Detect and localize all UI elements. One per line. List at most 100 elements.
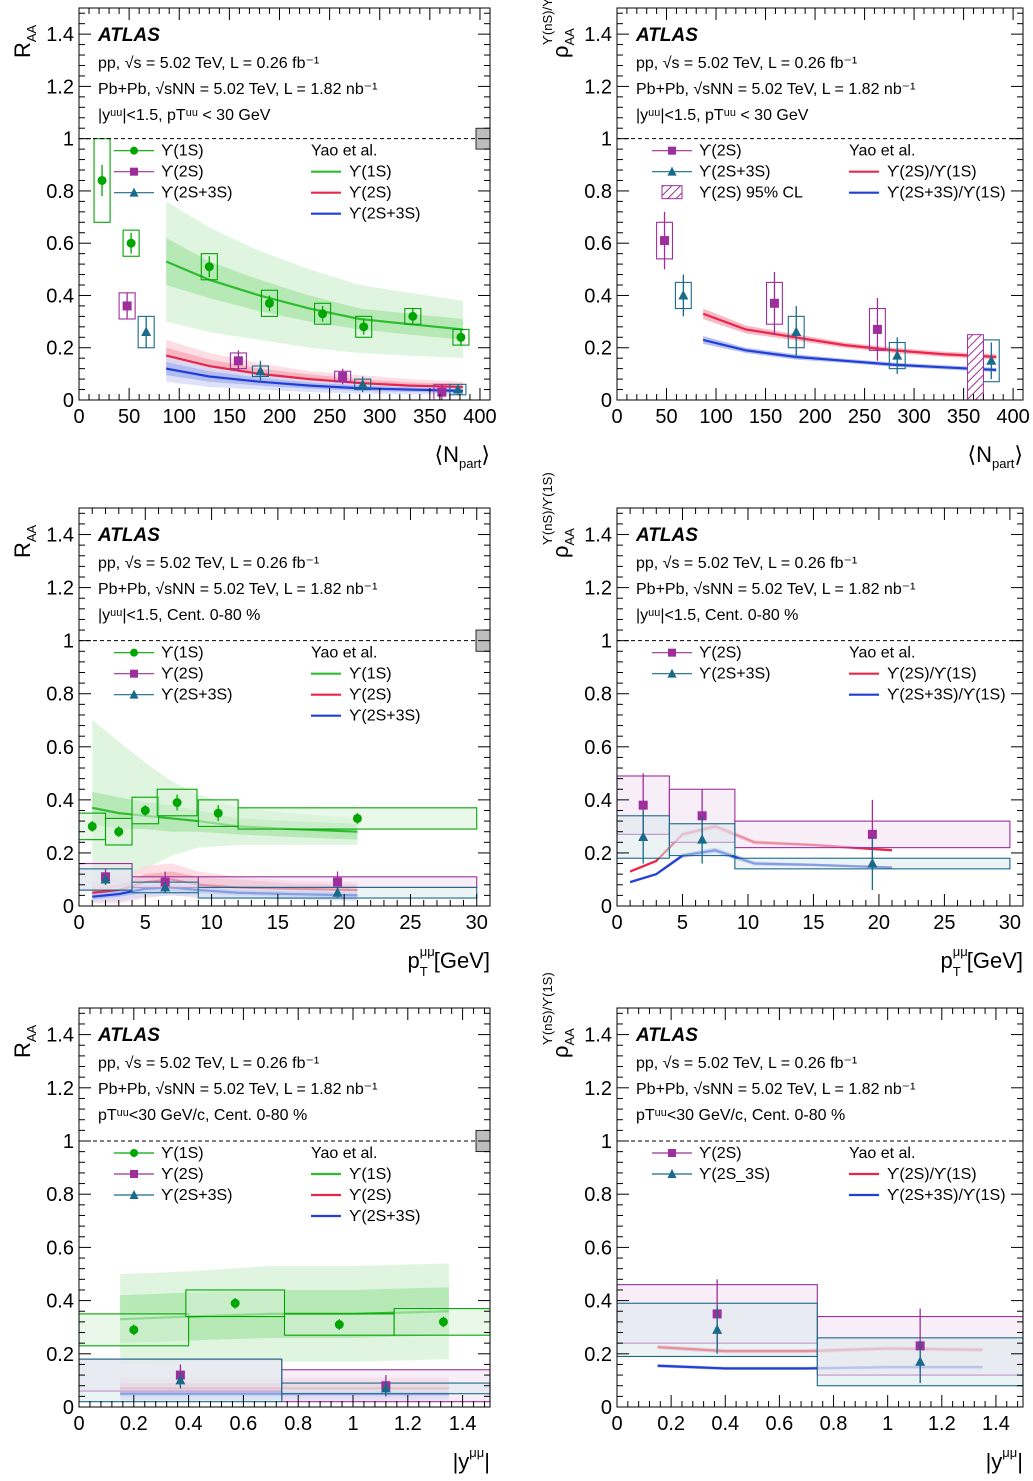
chart-panel-5: 0 0.2 0.4 0.6 0.8 1 1.2 1.4 0 0.2 0.4 0.6 0.8 1 1.2 1.4… — [10, 1007, 491, 1474]
chart-panel-6: 0 0.2 0.4 0.6 0.8 1 1.2 1.4 0 0.2 0.4 0.6 0.8 1 1.2 1.4… — [540, 972, 1024, 1474]
atlas-label: ATLAS — [97, 25, 160, 46]
plot-frame — [616, 507, 1024, 907]
data-point — [160, 881, 171, 892]
theory-curve — [166, 367, 463, 392]
data-point — [141, 326, 152, 337]
info-line: Pb+Pb, √sNN = 5.02 TeV, L = 1.82 nb⁻¹ — [636, 1081, 915, 1098]
theory-legend-label: ϒ(2S+3S)/ϒ(1S) — [887, 185, 1006, 202]
chart-panel-3: 0 5 10 15 20 25 30 0 0.2 0.4 0.6 0.8 1 1.2 1.4 RAA pμμ T … — [10, 507, 491, 979]
data-point — [264, 298, 274, 308]
info-line: pp, √s = 5.02 TeV, L = 0.26 fb⁻¹ — [636, 555, 857, 572]
x-axis-label: ⟨Npart⟩ — [968, 442, 1023, 471]
data-point — [97, 175, 107, 185]
info-line: pp, √s = 5.02 TeV, L = 0.26 fb⁻¹ — [98, 1055, 319, 1072]
theory-legend-label: ϒ(2S)/ϒ(1S) — [887, 1166, 977, 1183]
y-tick-label: 0.6 — [46, 737, 74, 759]
x-tick-label: 0.8 — [820, 1413, 848, 1435]
legend-label: ϒ(2S) — [161, 666, 204, 683]
legend-marker — [130, 669, 138, 678]
y-tick-label: 1.2 — [46, 1078, 74, 1100]
theory-legend-title: Yao et al. — [849, 1145, 915, 1162]
data-point — [452, 384, 463, 394]
plot-frame — [78, 1007, 491, 1408]
y-tick-label: 0.6 — [584, 233, 612, 255]
theory-legend-label: ϒ(2S)/ϒ(1S) — [887, 666, 977, 683]
y-tick-label: 0 — [601, 896, 612, 918]
data-point — [333, 877, 343, 887]
y-tick-label: 0.2 — [584, 1344, 612, 1366]
y-tick-label: 0.8 — [46, 684, 74, 706]
legend-label: ϒ(2S+3S) — [161, 1187, 233, 1204]
data-point — [357, 378, 368, 389]
info-line: pp, √s = 5.02 TeV, L = 0.26 fb⁻¹ — [636, 1055, 857, 1072]
theory-curve — [165, 354, 463, 389]
info-line: |yᵘᵘ|<1.5, pTᵘᵘ < 30 GeV — [636, 107, 809, 124]
x-tick-label: 300 — [897, 406, 930, 428]
data-point — [892, 350, 903, 360]
info-line: |yᵘᵘ|<1.5, Cent. 0-80 % — [636, 607, 798, 624]
data-point — [318, 309, 328, 319]
info-line: pTᵘᵘ<30 GeV/c, Cent. 0-80 % — [636, 1107, 845, 1124]
legend-label: ϒ(2S+3S) — [161, 687, 233, 704]
data-point — [915, 1356, 926, 1366]
atlas-label: ATLAS — [97, 525, 160, 546]
y-tick-label: 0.4 — [46, 1291, 74, 1313]
legend-label: ϒ(1S) — [161, 645, 204, 662]
data-point — [986, 355, 997, 365]
y-tick-label: 0.2 — [46, 338, 74, 360]
theory-curve — [702, 338, 997, 372]
atlas-label: ATLAS — [635, 25, 698, 46]
x-axis-label: pμμ T [GeV] — [407, 944, 490, 979]
theory-legend-label: ϒ(2S) — [349, 687, 392, 704]
x-tick-label: 0 — [611, 912, 622, 934]
y-tick-label: 0.4 — [46, 285, 74, 307]
data-point — [380, 1382, 391, 1393]
legend-label: ϒ(2S) — [699, 1145, 742, 1162]
y-tick-label: 1.2 — [46, 76, 74, 98]
x-tick-label: 150 — [749, 406, 782, 428]
chart-panel-4: 0 5 10 15 20 25 30 0 0.2 0.4 0.6 0.8 1 1.2 1.4 ρAAϒ(nS)… — [540, 472, 1024, 979]
y-tick-label: 0 — [63, 896, 74, 918]
info-line: Pb+Pb, √sNN = 5.02 TeV, L = 1.82 nb⁻¹ — [636, 81, 915, 98]
syst-box — [355, 315, 373, 338]
x-tick-label: 100 — [699, 406, 732, 428]
info-line: |yᵘᵘ|<1.5, pTᵘᵘ < 30 GeV — [98, 107, 271, 124]
x-tick-label: 400 — [463, 406, 496, 428]
x-axis-label: |yμμ| — [453, 1445, 490, 1474]
y-tick-label: 1 — [63, 631, 74, 653]
legend-marker — [129, 187, 139, 197]
legend-label: ϒ(2S) — [161, 1166, 204, 1183]
x-tick-label: 250 — [848, 406, 881, 428]
theory-legend-title: Yao et al. — [311, 143, 377, 160]
plot-area — [656, 211, 1000, 400]
y-tick-label: 0.8 — [584, 1184, 612, 1206]
x-tick-label: 100 — [163, 406, 196, 428]
data-point — [87, 821, 97, 831]
x-tick-label: 250 — [313, 406, 346, 428]
y-tick-label: 0.8 — [584, 181, 612, 203]
data-point — [332, 887, 343, 897]
data-point — [334, 1320, 344, 1330]
x-tick-label: 15 — [267, 912, 289, 934]
x-axis-label: |yμμ| — [986, 1445, 1023, 1474]
y-tick-label: 0.6 — [584, 1237, 612, 1259]
x-tick-label: 10 — [737, 912, 759, 934]
data-point — [175, 1374, 186, 1385]
data-point — [204, 262, 214, 272]
legend-marker — [667, 668, 677, 678]
theory-legend-label: ϒ(2S)/ϒ(1S) — [887, 164, 977, 181]
x-tick-label: 1 — [882, 1413, 893, 1435]
legend-marker — [668, 648, 676, 657]
legend-label: ϒ(2S) — [161, 164, 204, 181]
data-point — [122, 301, 132, 311]
info-line: pTᵘᵘ<30 GeV/c, Cent. 0-80 % — [98, 1107, 307, 1124]
x-tick-label: 200 — [798, 406, 831, 428]
y-tick-label: 1.2 — [46, 578, 74, 600]
y-tick-label: 1.4 — [46, 24, 74, 46]
legend-marker — [130, 1170, 138, 1178]
syst-box — [122, 229, 140, 257]
legend-marker — [129, 1190, 139, 1199]
data-point — [678, 289, 689, 300]
x-tick-label: 0 — [73, 912, 84, 934]
